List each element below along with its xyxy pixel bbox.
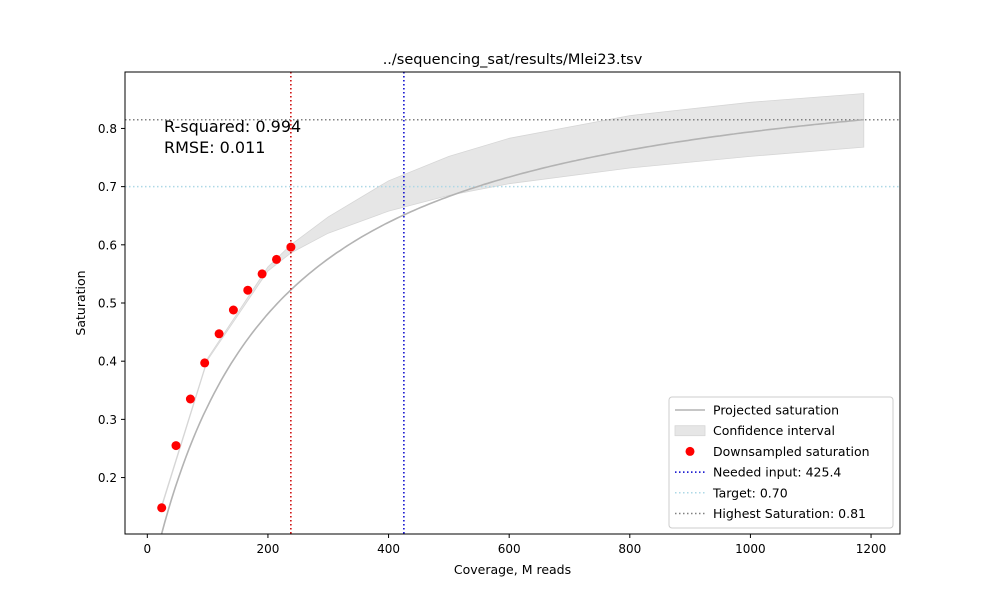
legend-swatch	[674, 425, 706, 437]
legend-label: Projected saturation	[713, 403, 839, 418]
x-tick-label: 600	[498, 542, 521, 556]
x-tick-label: 800	[618, 542, 641, 556]
r-squared-annotation: R-squared: 0.994	[164, 117, 301, 136]
x-tick-label: 200	[256, 542, 279, 556]
x-tick-label: 1000	[735, 542, 766, 556]
x-axis-label: Coverage, M reads	[454, 562, 571, 577]
legend-frame	[668, 396, 894, 529]
y-axis-ticks: 0.2 0.3 0.4 0.5 0.6 0.7 0.8	[98, 122, 125, 485]
y-tick-label: 0.6	[98, 238, 117, 252]
data-point	[257, 269, 267, 279]
data-point	[286, 242, 296, 252]
y-tick-label: 0.4	[98, 355, 117, 369]
legend-swatch	[685, 446, 695, 456]
legend-label: Highest Saturation: 0.81	[713, 506, 866, 521]
data-point	[185, 394, 195, 404]
legend-label: Needed input: 425.4	[713, 465, 841, 480]
data-point	[228, 305, 238, 315]
y-tick-label: 0.8	[98, 122, 117, 136]
chart-title: ../sequencing_sat/results/Mlei23.tsv	[383, 52, 643, 68]
rmse-annotation: RMSE: 0.011	[164, 138, 265, 157]
legend-label: Target: 0.70	[712, 485, 788, 500]
data-point	[272, 254, 281, 264]
legend: Projected saturation Confidence interval D…	[668, 396, 894, 529]
plot-area	[125, 72, 900, 534]
legend-label: Downsampled saturation	[713, 444, 870, 459]
downsampled-points	[157, 242, 296, 513]
x-axis-ticks: 0 200 400 600 800 1000 1200	[143, 534, 886, 556]
x-tick-label: 0	[143, 542, 151, 556]
projected-saturation-curve	[160, 118, 864, 534]
x-tick-label: 400	[377, 542, 400, 556]
data-point	[243, 285, 253, 295]
y-tick-label: 0.3	[98, 413, 117, 427]
data-point	[157, 503, 167, 513]
legend-label: Confidence interval	[713, 423, 835, 438]
data-point	[171, 441, 181, 451]
data-point	[200, 358, 210, 368]
x-tick-label: 1200	[856, 542, 887, 556]
y-tick-label: 0.5	[98, 297, 117, 311]
data-point	[214, 329, 224, 339]
y-tick-label: 0.7	[98, 180, 117, 194]
y-tick-label: 0.2	[98, 471, 117, 485]
y-axis-label: Saturation	[73, 270, 88, 335]
